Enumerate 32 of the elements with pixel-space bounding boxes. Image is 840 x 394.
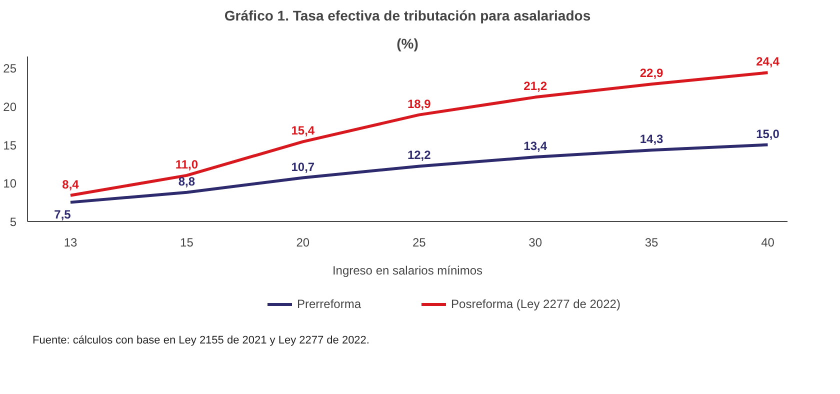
- y-tick-label: 10: [3, 176, 17, 191]
- x-tick-label: 30: [528, 236, 542, 250]
- y-tick-label: 15: [3, 138, 17, 152]
- legend-label: Prerreforma: [297, 297, 362, 311]
- chart-title: Gráfico 1. Tasa efectiva de tributación para asalariados: [224, 8, 591, 24]
- data-label: 14,3: [640, 132, 664, 146]
- data-label: 7,5: [54, 207, 72, 222]
- data-label: 18,9: [407, 96, 432, 111]
- y-tick-label: 25: [3, 62, 17, 76]
- data-label: 22,9: [640, 66, 664, 80]
- x-tick-label: 35: [644, 236, 659, 250]
- data-label: 24,4: [756, 54, 780, 69]
- x-tick-label: 15: [180, 236, 194, 250]
- data-label: 12,2: [407, 148, 432, 162]
- data-label: 8,8: [178, 174, 196, 188]
- y-tick-label: 5: [10, 215, 17, 229]
- data-label: 11,0: [175, 157, 198, 172]
- data-label: 13,4: [524, 139, 548, 154]
- chart-subtitle: (%): [396, 36, 418, 52]
- x-tick-label: 20: [296, 236, 310, 250]
- x-tick-label: 25: [412, 236, 426, 250]
- data-label: 8,4: [62, 177, 80, 192]
- x-tick-label: 40: [761, 236, 775, 250]
- data-label: 21,2: [524, 79, 548, 94]
- x-axis-title: Ingreso en salarios mínimos: [332, 264, 483, 278]
- data-label: 15,4: [291, 124, 315, 138]
- y-tick-label: 20: [3, 100, 17, 114]
- legend-label: Posreforma (Ley 2277 de 2022): [451, 297, 620, 311]
- data-label: 15,0: [756, 126, 780, 141]
- data-label: 10,7: [291, 160, 315, 174]
- source-note: Fuente: cálculos con base en Ley 2155 de 2021 y Ley 2277 de 2022.: [32, 334, 370, 346]
- x-tick-label: 13: [64, 236, 78, 250]
